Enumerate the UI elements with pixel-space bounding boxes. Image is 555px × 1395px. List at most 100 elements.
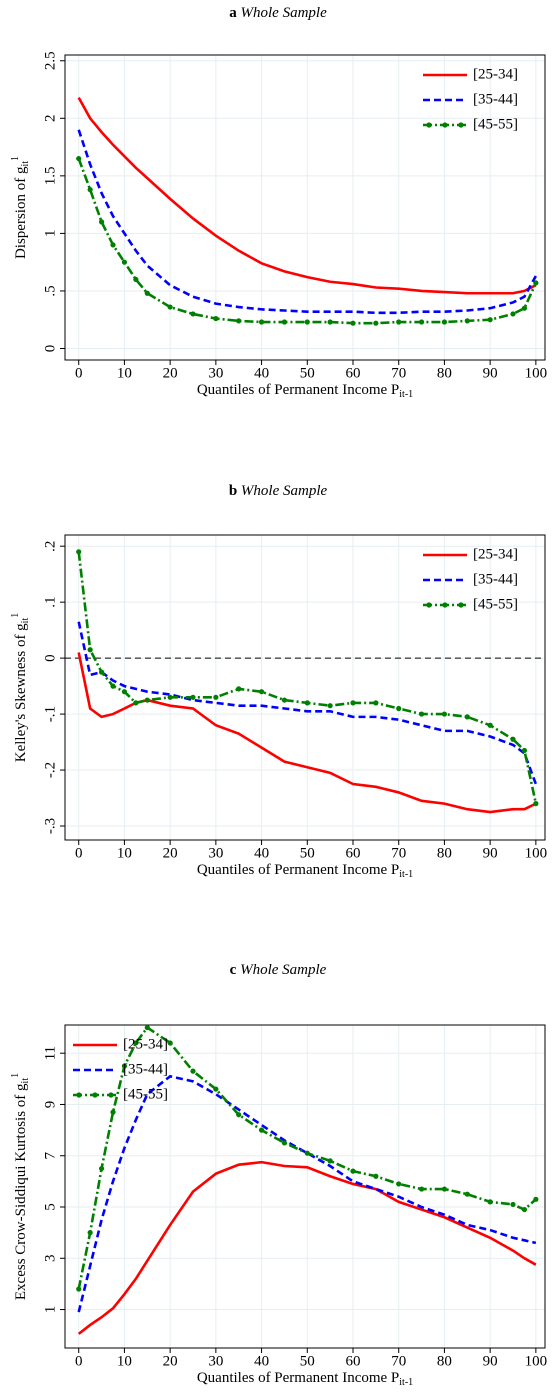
- series-marker: [533, 280, 539, 286]
- x-tick-label: 100: [525, 845, 548, 861]
- series-marker: [281, 697, 288, 703]
- panel-letter: c: [230, 962, 237, 978]
- series-marker: [396, 705, 402, 712]
- series-marker: [121, 689, 128, 695]
- x-tick-label: 20: [163, 1353, 178, 1369]
- legend-marker: [426, 602, 432, 608]
- series-marker: [464, 318, 470, 324]
- x-axis-label-text: Quantiles of Permanent Income P: [197, 862, 399, 878]
- legend-label: [25-34]: [473, 546, 518, 562]
- x-axis-label-sub: it-1: [399, 389, 413, 400]
- series-line: [77, 652, 537, 814]
- x-axis-label: Quantiles of Permanent Income Pit-1: [197, 862, 413, 880]
- series-marker: [236, 1112, 242, 1118]
- series-marker: [521, 305, 528, 311]
- y-tick-label: -.3: [42, 818, 58, 834]
- y-axis-label-sub: it: [20, 1078, 31, 1084]
- series-marker: [350, 320, 356, 326]
- series-marker: [167, 304, 173, 310]
- series-marker: [110, 242, 116, 248]
- series-marker: [304, 319, 310, 325]
- x-tick-label: 80: [437, 365, 452, 381]
- legend-marker: [426, 122, 432, 128]
- y-tick-label: -.2: [42, 762, 58, 778]
- x-axis-label-sub: it-1: [399, 869, 413, 880]
- panel-title: a Whole Sample: [229, 5, 327, 21]
- x-axis-label: Quantiles of Permanent Income Pit-1: [197, 382, 413, 400]
- series-marker: [110, 683, 116, 689]
- series-marker: [213, 1086, 219, 1092]
- y-tick-label: -.1: [42, 706, 58, 722]
- series-marker: [441, 1186, 448, 1192]
- series-marker: [350, 700, 356, 706]
- series-marker: [190, 694, 196, 700]
- series-marker: [98, 219, 105, 225]
- y-tick-label: .5: [42, 285, 58, 296]
- panel: a Whole Sample 0 10 20 30 40 50 60 70 80 90 100 0 .5 1…: [10, 5, 547, 400]
- y-axis-label-sup: 1: [10, 613, 21, 618]
- series-marker: [98, 669, 105, 675]
- x-axis-label-text: Quantiles of Permanent Income P: [197, 382, 399, 398]
- series-marker: [133, 700, 139, 706]
- series-marker: [464, 714, 470, 720]
- x-axis-label: Quantiles of Permanent Income Pit-1: [197, 1370, 413, 1388]
- series-marker: [76, 1286, 82, 1292]
- y-tick-label: 9: [42, 1101, 58, 1109]
- series-marker: [87, 1230, 93, 1236]
- series-marker: [121, 1063, 128, 1069]
- series-marker: [98, 1165, 105, 1172]
- series-marker: [121, 259, 128, 265]
- series-marker: [396, 1181, 402, 1187]
- y-tick-label: 5: [42, 1203, 58, 1211]
- series-marker: [327, 319, 333, 325]
- series-marker: [258, 319, 265, 325]
- series-marker: [418, 319, 425, 325]
- x-tick-label: 60: [346, 1353, 361, 1369]
- x-tick-label: 10: [117, 845, 132, 861]
- y-axis-label: Kelley's Skewness of git1: [10, 613, 31, 763]
- series-marker: [133, 276, 139, 283]
- x-tick-label: 90: [483, 365, 498, 381]
- series-marker: [373, 320, 379, 326]
- x-tick-label: 100: [525, 365, 548, 381]
- y-axis-label-sup: 1: [10, 156, 21, 161]
- series-marker: [464, 1191, 470, 1197]
- series-line: [77, 621, 538, 785]
- x-tick-label: 50: [300, 845, 315, 861]
- x-axis-label-sub: it-1: [399, 1377, 413, 1388]
- plot-frame: [64, 1024, 546, 1349]
- x-tick-label: 20: [163, 365, 178, 381]
- series-marker: [350, 1168, 356, 1174]
- series-line: [77, 1160, 537, 1335]
- series-marker: [521, 747, 528, 754]
- series-marker: [304, 700, 310, 706]
- series-marker: [144, 290, 150, 296]
- series-marker: [144, 1024, 150, 1031]
- legend-label: [45-55]: [473, 116, 518, 132]
- panel-title-text: Whole Sample: [240, 962, 327, 978]
- x-tick-label: 0: [75, 365, 83, 381]
- y-tick-label: .2: [42, 541, 58, 552]
- legend-label: [45-55]: [123, 1086, 168, 1102]
- series-marker: [533, 801, 539, 807]
- x-tick-label: 30: [208, 845, 223, 861]
- panel-title-text: Whole Sample: [241, 483, 328, 499]
- series-marker: [167, 1040, 173, 1046]
- x-tick-label: 40: [254, 1353, 269, 1369]
- series-marker: [76, 155, 82, 162]
- legend-marker: [92, 1092, 98, 1098]
- y-tick-label: 1.5: [42, 166, 58, 185]
- legend-label: [35-44]: [123, 1061, 168, 1077]
- x-tick-label: 90: [483, 845, 498, 861]
- y-tick-label: 0: [42, 654, 58, 662]
- legend-marker: [76, 1092, 82, 1098]
- series-marker: [87, 647, 93, 653]
- y-tick-label: 3: [42, 1255, 58, 1263]
- series-marker: [510, 736, 516, 742]
- legend-marker: [442, 602, 448, 608]
- series-marker: [510, 311, 516, 317]
- y-tick-label: 7: [42, 1151, 58, 1159]
- series-marker: [373, 700, 379, 706]
